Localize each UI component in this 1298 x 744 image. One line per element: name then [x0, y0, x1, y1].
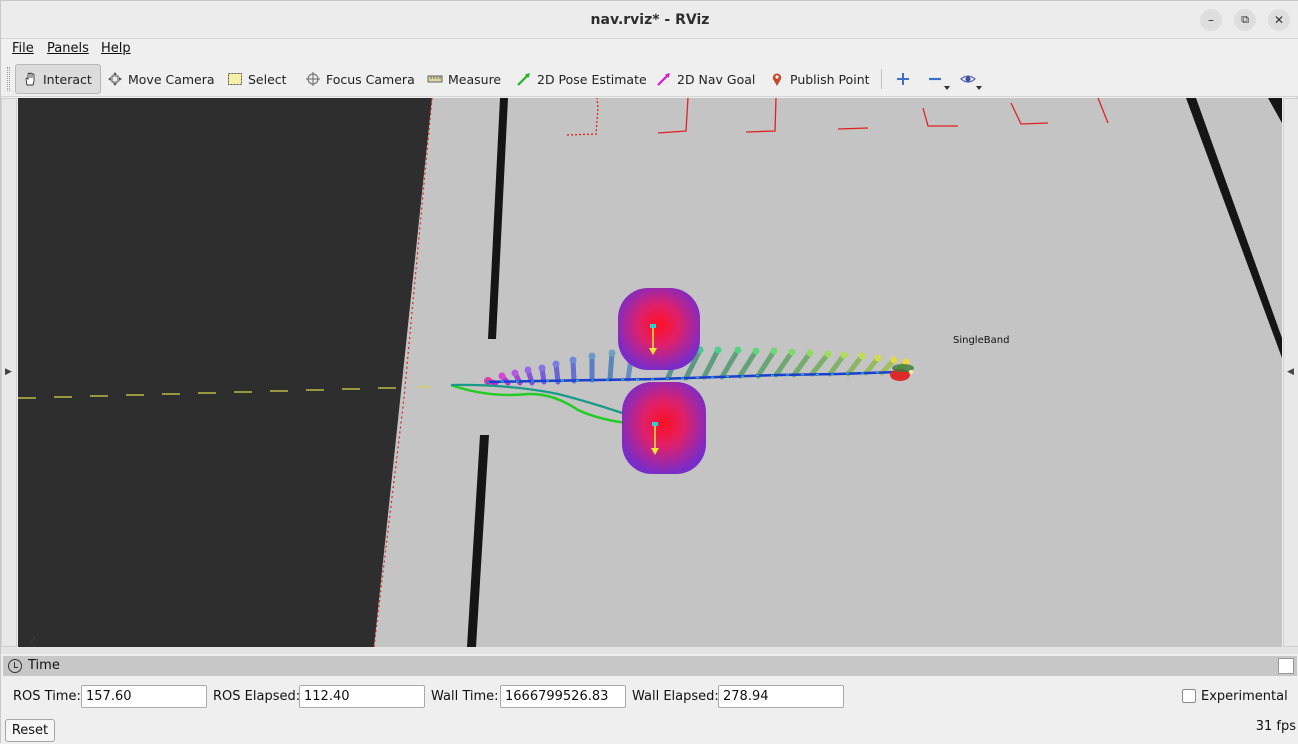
publish-point-tool-label: Publish Point — [790, 71, 870, 87]
time-panel: Time ROS Time: 157.60 ROS Elapsed: 112.4… — [1, 654, 1298, 744]
robot-path-green — [450, 383, 657, 427]
title-bar: nav.rviz* - RViz – ⧉ ✕ — [1, 1, 1298, 39]
restore-icon: ⧉ — [1241, 13, 1249, 26]
select-box-icon — [228, 73, 242, 85]
laser-scan-points — [566, 98, 1109, 136]
experimental-checkbox[interactable] — [1182, 689, 1196, 703]
pose-estimate-tool-button[interactable]: 2D Pose Estimate — [510, 64, 653, 94]
reset-button[interactable]: Reset — [5, 719, 55, 742]
wall-time-label: Wall Time: — [431, 689, 499, 704]
ros-time-label: ROS Time: — [13, 689, 81, 704]
interact-tool-button[interactable]: Interact — [15, 64, 101, 94]
magenta-arrow-icon — [657, 73, 670, 86]
pose-estimate-tool-label: 2D Pose Estimate — [537, 71, 647, 87]
maximize-button[interactable]: ⧉ — [1234, 9, 1256, 31]
focus-camera-tool-button[interactable]: Focus Camera — [299, 64, 421, 94]
remove-tool-button[interactable] — [923, 64, 950, 94]
singleband-label: SingleBand — [953, 335, 1010, 346]
ros-time-field[interactable]: 157.60 — [81, 685, 207, 708]
clock-icon — [8, 659, 22, 673]
minus-icon — [929, 77, 941, 81]
close-button[interactable]: ✕ — [1268, 9, 1290, 31]
toolbar-grip[interactable] — [7, 67, 10, 91]
panel-splitter[interactable] — [1, 647, 1298, 654]
local-plan-markers — [485, 371, 899, 383]
select-tool-button[interactable]: Select — [221, 64, 293, 94]
ros-elapsed-label: ROS Elapsed: — [213, 689, 301, 704]
wall-segment — [1268, 98, 1282, 123]
expand-right-icon: ◀ — [1287, 367, 1294, 377]
expand-left-icon: ▶ — [5, 367, 12, 377]
plus-icon — [897, 73, 909, 85]
add-tool-button[interactable] — [891, 64, 915, 94]
window-title: nav.rviz* - RViz — [590, 12, 710, 28]
menu-help[interactable]: Help — [101, 41, 131, 56]
goal-marker — [890, 364, 914, 381]
robot-path-teal — [450, 383, 655, 426]
move-camera-tool-button[interactable]: Move Camera — [101, 64, 221, 94]
chevron-down-icon — [944, 86, 950, 90]
nav-goal-tool-button[interactable]: 2D Nav Goal — [650, 64, 761, 94]
focus-camera-tool-label: Focus Camera — [326, 71, 415, 87]
menu-bar: File Panels Help — [1, 39, 1298, 61]
chevron-down-icon — [976, 86, 982, 90]
menu-file[interactable]: File — [12, 41, 34, 56]
right-dock-toggle[interactable]: ◀ — [1283, 98, 1298, 647]
global-plan-dashed — [18, 386, 430, 399]
time-panel-title: Time — [28, 658, 60, 673]
laser-scan-edge — [373, 98, 433, 647]
render-viewport[interactable]: ⟋ SingleBand — [18, 98, 1282, 647]
toolbar-separator — [881, 69, 882, 89]
wall-elapsed-field[interactable]: 278.94 — [718, 685, 844, 708]
map-pin-icon — [772, 73, 782, 86]
interact-tool-label: Interact — [43, 71, 92, 87]
wall-segment — [467, 435, 489, 647]
scene-3d[interactable]: ⟋ — [18, 98, 1282, 647]
select-tool-label: Select — [248, 71, 287, 87]
close-icon: ✕ — [1273, 13, 1285, 27]
axis-corner-glyph: ⟋ — [30, 636, 36, 645]
wall-time-field[interactable]: 1666799526.83 — [500, 685, 626, 708]
unknown-area — [18, 98, 432, 647]
time-panel-float-button[interactable] — [1278, 658, 1294, 674]
wall-elapsed-label: Wall Elapsed: — [632, 689, 719, 704]
hand-icon — [25, 72, 35, 86]
view-options-button[interactable] — [956, 64, 982, 94]
robot-footprint-lower — [622, 382, 706, 474]
eye-icon — [960, 75, 976, 83]
tools-toolbar: Interact Move Camera Select Focus Camera… — [1, 61, 1298, 97]
move-camera-tool-label: Move Camera — [128, 71, 215, 87]
fps-counter: 31 fps — [1255, 719, 1296, 734]
minimize-button[interactable]: – — [1200, 9, 1222, 31]
wall-segment — [1186, 98, 1282, 358]
experimental-label: Experimental — [1201, 689, 1288, 704]
menu-panels[interactable]: Panels — [47, 41, 89, 56]
measure-tool-button[interactable]: Measure — [421, 64, 507, 94]
nav-goal-tool-label: 2D Nav Goal — [677, 71, 756, 87]
menu-file-label: File — [12, 41, 34, 56]
ruler-icon — [427, 75, 443, 83]
time-panel-header: Time — [3, 656, 1297, 676]
measure-tool-label: Measure — [448, 71, 502, 87]
minimize-icon: – — [1208, 13, 1214, 27]
left-dock-toggle[interactable]: ▶ — [1, 98, 17, 647]
publish-point-tool-button[interactable]: Publish Point — [763, 64, 876, 94]
camera-move-icon — [108, 72, 122, 86]
robot-footprint-upper — [618, 288, 700, 370]
ros-elapsed-field[interactable]: 112.40 — [299, 685, 425, 708]
menu-help-label: Help — [101, 41, 131, 56]
wall-segment — [488, 98, 508, 339]
focus-icon — [306, 72, 320, 86]
green-arrow-icon — [517, 73, 530, 86]
menu-panels-label: Panels — [47, 41, 89, 56]
